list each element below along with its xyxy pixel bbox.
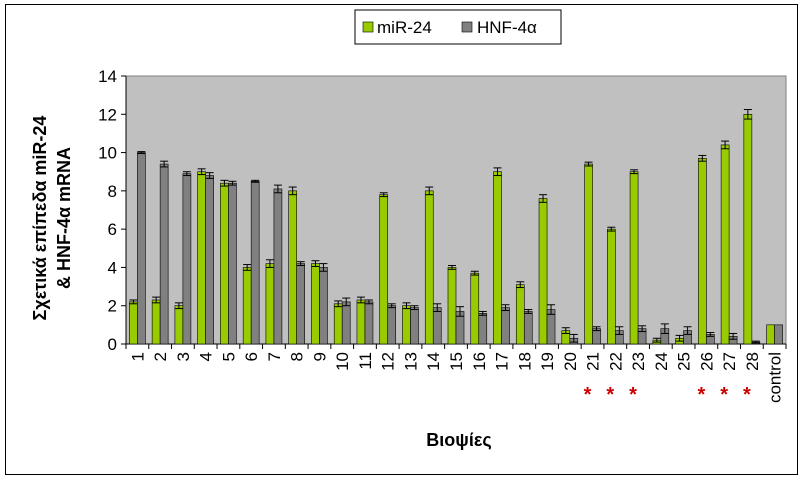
bar-mir24-8 [288, 190, 297, 345]
x-tick-label-27: 27 [720, 352, 739, 371]
x-tick-label-16: 16 [470, 352, 489, 371]
bar-mir24-7 [265, 263, 275, 345]
x-tick-label-5: 5 [219, 352, 238, 361]
legend-swatch-mir24 [362, 21, 374, 33]
y-axis-title-line2: & HNF-4α mRNA [54, 147, 74, 289]
x-tick-label-9: 9 [310, 352, 329, 361]
bar-hnf4a-4 [205, 175, 214, 345]
bar-mir24-23 [629, 171, 639, 345]
bar-hnf4a-14 [432, 307, 442, 345]
bar-hnf4a-17 [501, 307, 510, 345]
x-tick-label-25: 25 [675, 352, 694, 371]
significance-star-21: * [584, 384, 592, 406]
y-tick-label: 6 [108, 220, 117, 239]
bar-hnf4a-7 [273, 188, 283, 345]
legend-label-hnf4a: HNF-4α [477, 18, 537, 37]
bar-hnf4a-6 [250, 180, 260, 345]
significance-star-27: * [720, 384, 728, 406]
bar-mir24-26 [698, 158, 707, 345]
bar-hnf4a-18 [523, 311, 533, 345]
y-tick-label: 2 [108, 297, 117, 316]
bar-hnf4a-10 [341, 301, 351, 345]
legend-label-mir24: miR-24 [377, 18, 432, 37]
bar-mir24-11 [356, 299, 366, 345]
legend-swatch-hnf4a [461, 21, 473, 33]
x-tick-label-control: control [766, 352, 785, 403]
bar-hnf4a-5 [228, 182, 237, 345]
y-tick-label: 4 [108, 258, 117, 277]
x-tick-label-28: 28 [743, 352, 762, 371]
x-tick-label-10: 10 [333, 352, 352, 371]
significance-star-26: * [697, 384, 705, 406]
x-axis-title: Βιοψίες [426, 430, 491, 450]
significance-star-22: * [606, 384, 614, 406]
x-tick-label-15: 15 [447, 352, 466, 371]
bar-mir24-4 [197, 171, 206, 345]
x-tick-label-21: 21 [584, 352, 603, 371]
x-tick-label-18: 18 [515, 352, 534, 371]
bar-mir24-12 [379, 194, 389, 345]
bar-mir24-15 [447, 267, 457, 345]
bar-hnf4a-16 [478, 313, 488, 345]
y-tick-label: 0 [108, 335, 117, 354]
significance-star-23: * [629, 384, 637, 406]
bar-mir24-9 [311, 263, 320, 345]
bar-mir24-1 [129, 301, 138, 345]
y-tick-label: 8 [108, 182, 117, 201]
bar-mir24-3 [174, 305, 184, 345]
x-tick-label-17: 17 [493, 352, 512, 371]
bar-mir24-13 [402, 305, 411, 345]
x-tick-label-3: 3 [174, 352, 193, 361]
x-tick-label-4: 4 [197, 352, 216, 361]
x-tick-label-24: 24 [652, 352, 671, 371]
x-tick-label-19: 19 [538, 352, 557, 371]
bar-mir24-17 [493, 171, 502, 345]
bar-mir24-16 [470, 272, 480, 345]
bar-hnf4a-8 [296, 263, 305, 345]
bar-hnf4a-2 [159, 163, 169, 345]
y-tick-label: 12 [98, 105, 117, 124]
bar-hnf4a-9 [319, 267, 328, 345]
x-tick-label-26: 26 [697, 352, 716, 371]
bar-mir24-14 [424, 190, 434, 345]
bar-mir24-2 [151, 299, 161, 345]
bar-mir24-22 [607, 228, 616, 345]
legend-box [354, 9, 562, 45]
x-tick-label-13: 13 [401, 352, 420, 371]
bar-mir24-19 [538, 198, 548, 345]
x-tick-label-7: 7 [265, 352, 284, 361]
x-tick-label-1: 1 [128, 352, 147, 361]
bar-hnf4a-13 [410, 307, 419, 345]
x-tick-label-6: 6 [242, 352, 261, 361]
x-tick-label-8: 8 [288, 352, 307, 361]
y-axis-title-line1: Σχετικά επίπεδα miR-24 [30, 116, 50, 321]
bar-hnf4a-control [774, 324, 783, 345]
x-tick-label-23: 23 [629, 352, 648, 371]
x-tick-label-14: 14 [424, 352, 443, 371]
bar-hnf4a-11 [364, 301, 374, 345]
y-tick-label: 14 [98, 67, 117, 86]
y-tick-label: 10 [98, 144, 117, 163]
x-tick-label-2: 2 [151, 352, 170, 361]
x-tick-label-12: 12 [379, 352, 398, 371]
x-tick-label-22: 22 [606, 352, 625, 371]
bar-mir24-6 [242, 267, 252, 345]
bar-mir24-18 [515, 284, 525, 345]
bar-hnf4a-12 [387, 305, 397, 345]
bar-mir24-5 [220, 182, 229, 345]
bar-mir24-27 [720, 144, 730, 345]
bar-hnf4a-1 [137, 152, 146, 345]
significance-star-28: * [743, 384, 751, 406]
bar-mir24-control [766, 324, 775, 345]
x-tick-label-20: 20 [561, 352, 580, 371]
bar-mir24-21 [584, 163, 593, 345]
bar-mir24-28 [743, 113, 753, 345]
x-tick-label-11: 11 [356, 352, 375, 370]
bar-hnf4a-3 [182, 173, 192, 345]
bar-mir24-10 [333, 303, 343, 345]
